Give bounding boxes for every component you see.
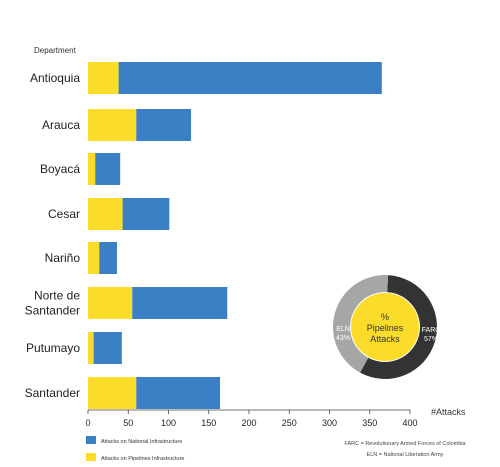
bar-segment-pipelines (88, 287, 133, 319)
farc-percent: 57% (424, 336, 438, 343)
x-tick-label: 250 (282, 418, 297, 428)
legend-swatch (86, 436, 96, 444)
bar-segment-pipelines (88, 153, 96, 185)
donut-center-label: Attacks (370, 334, 400, 344)
note-farc: FARC = Revolutionary Armed Forces of Col… (344, 441, 466, 447)
x-tick-label: 200 (241, 418, 256, 428)
x-tick-label: 50 (123, 418, 133, 428)
bar-segment-national (95, 153, 121, 185)
note-eln: ELN = National Liberation Army (367, 452, 444, 458)
legend-label: Attacks on Pipelines Infrastructure (101, 456, 184, 462)
x-tick-label: 400 (402, 418, 417, 428)
x-tick-label: 150 (201, 418, 216, 428)
y-axis-title: Department (34, 46, 77, 55)
bar-segment-pipelines (88, 198, 123, 230)
x-tick-label: 0 (85, 418, 90, 428)
category-label: Arauca (42, 118, 80, 132)
bar-segment-pipelines (88, 62, 119, 94)
category-label: Cesar (48, 207, 80, 221)
donut-center-label: Pipelines (367, 323, 404, 333)
bar-segment-pipelines (88, 332, 94, 364)
eln-label: ELN (336, 326, 350, 333)
category-label: Antioquia (30, 71, 80, 85)
eln-percent: 43% (336, 335, 350, 342)
legend-label: Attacks on National Infrastructure (101, 439, 182, 445)
donut-slice-farc (360, 275, 438, 380)
x-tick-label: 350 (362, 418, 377, 428)
bar-segment-national (136, 109, 192, 141)
bar-segment-national (93, 332, 122, 364)
farc-label: FARC (422, 327, 441, 334)
bar-segment-pipelines (88, 242, 100, 274)
legend-swatch (86, 453, 96, 461)
donut-center (351, 293, 419, 361)
category-label: Norte de (34, 289, 80, 303)
bar-segment-pipelines (88, 377, 137, 409)
x-axis-title: #Attacks (431, 407, 466, 417)
bar-segment-national (118, 62, 382, 94)
category-label: Putumayo (26, 341, 80, 355)
category-label: Santander (25, 386, 80, 400)
donut-center-label: % (381, 312, 389, 322)
bar-segment-pipelines (88, 109, 137, 141)
category-label: Boyacá (40, 162, 80, 176)
category-label: Santander (25, 304, 80, 318)
donut-slice-eln (333, 275, 389, 373)
bar-segment-national (99, 242, 117, 274)
bar-segment-national (136, 377, 221, 409)
bar-segment-national (122, 198, 170, 230)
x-tick-label: 300 (322, 418, 337, 428)
x-tick-label: 100 (161, 418, 176, 428)
bar-segment-national (132, 287, 228, 319)
category-label: Nariño (45, 251, 81, 265)
